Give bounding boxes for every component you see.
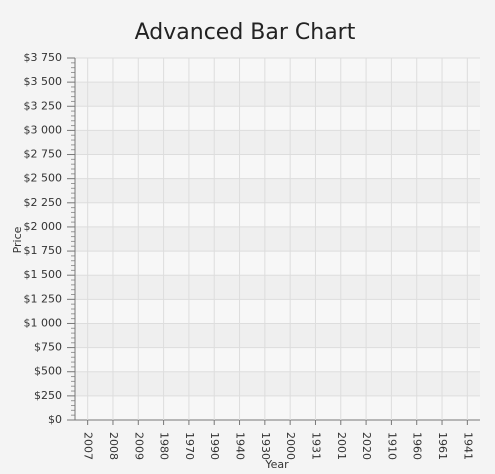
row-band [75,178,480,203]
y-tick-label: $1 750 [24,244,63,257]
y-tick-label: $1 250 [24,292,63,305]
y-axis-label: Price [11,226,24,253]
row-band [75,226,480,252]
x-tick-label: 2001 [335,432,348,460]
x-tick-label: 2008 [107,432,120,460]
y-tick-label: $3 750 [24,51,63,64]
x-tick-label: 1931 [309,432,322,460]
row-band [75,395,480,420]
row-band [75,106,480,131]
y-tick-label: $3 000 [24,123,63,136]
y-tick-label: $2 500 [24,172,63,185]
y-tick-label: $1 500 [24,268,63,281]
x-tick-label: 1980 [158,432,171,460]
x-tick-label: 2000 [284,432,297,460]
row-band [75,202,480,227]
row-band [75,154,480,179]
row-band [75,82,480,107]
x-tick-label: 2007 [82,432,95,460]
y-tick-label: $3 500 [24,75,63,88]
x-tick-label: 1970 [183,432,196,460]
x-tick-label: 1930 [259,432,272,460]
row-band [75,323,480,348]
y-tick-label: $250 [34,389,62,402]
row-band [75,299,480,324]
x-tick-label: 1960 [411,432,424,460]
row-band [75,130,480,155]
x-tick-label: 1940 [234,432,247,460]
y-tick-label: $1 000 [24,316,63,329]
y-tick-label: $2 250 [24,196,63,209]
y-tick-label: $3 250 [24,99,63,112]
row-band [75,371,480,396]
chart-title: Advanced Bar Chart [135,20,356,45]
x-axis-label: Year [264,458,289,471]
y-tick-label: $0 [48,413,62,426]
x-tick-label: 1941 [461,432,474,460]
y-tick-label: $2 000 [24,220,63,233]
x-tick-label: 1990 [208,432,221,460]
x-tick-label: 1910 [385,432,398,460]
row-band [75,58,480,83]
y-tick-label: $500 [34,365,62,378]
x-tick-label: 1961 [436,432,449,460]
y-tick-label: $750 [34,341,62,354]
x-tick-label: 2009 [132,432,145,460]
y-tick-label: $2 750 [24,148,63,161]
row-band [75,251,480,276]
row-band [75,347,480,372]
x-tick-label: 2020 [360,432,373,460]
row-band [75,275,480,300]
